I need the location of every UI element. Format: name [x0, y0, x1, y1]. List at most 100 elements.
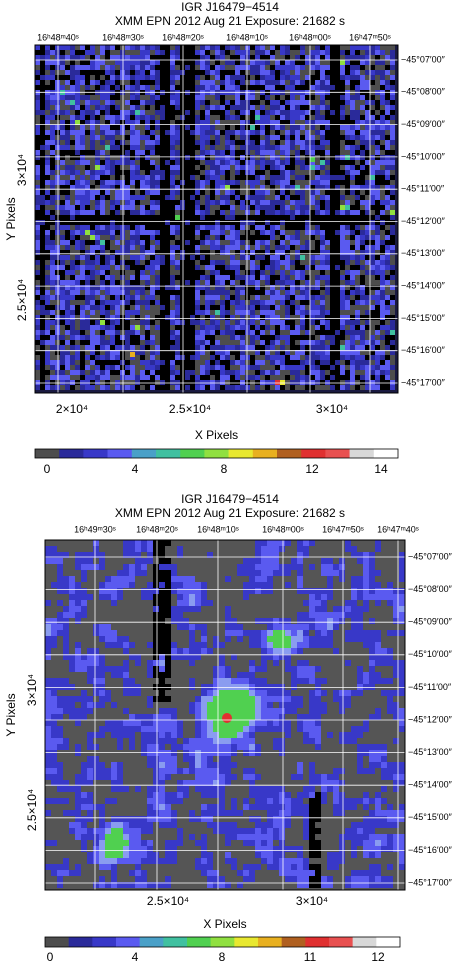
pixel: [80, 55, 85, 60]
pixel: [195, 320, 200, 325]
pixel: [350, 285, 355, 290]
pixel: [75, 65, 80, 70]
pixel: [180, 85, 185, 90]
pixel: [155, 135, 160, 140]
pixel: [375, 270, 380, 275]
pixel: [180, 45, 185, 50]
pixel: [40, 285, 45, 290]
pixel: [340, 80, 345, 85]
pixel: [75, 245, 80, 250]
pixel: [370, 265, 375, 270]
pixel: [60, 385, 65, 390]
pixel: [190, 210, 195, 215]
pixel: [140, 355, 145, 360]
pixel: [105, 210, 110, 215]
pixel: [160, 335, 165, 340]
pixel: [125, 370, 130, 375]
pixel: [340, 275, 345, 280]
pixel: [235, 375, 240, 380]
pixel: [70, 160, 75, 165]
pixel: [155, 185, 160, 190]
pixel: [370, 160, 375, 165]
pixel: [175, 60, 180, 65]
pixel: [350, 275, 355, 280]
pixel: [160, 80, 165, 85]
pixel: [205, 110, 210, 115]
pixel: [115, 365, 120, 370]
pixel: [270, 65, 275, 70]
pixel: [120, 210, 125, 215]
pixel: [180, 355, 185, 360]
pixel: [150, 75, 155, 80]
pixel: [240, 365, 245, 370]
pixel: [360, 375, 365, 380]
pixel: [125, 220, 130, 225]
pixel: [120, 130, 125, 135]
pixel: [380, 290, 385, 295]
pixel: [130, 205, 135, 210]
pixel: [100, 205, 105, 210]
pixel: [120, 285, 125, 290]
pixel: [390, 250, 395, 255]
pixel: [260, 355, 265, 360]
pixel: [350, 140, 355, 145]
pixel: [315, 60, 320, 65]
pixel: [150, 70, 155, 75]
pixel: [385, 335, 390, 340]
pixel: [260, 125, 265, 130]
pixel: [240, 215, 245, 220]
pixel: [140, 245, 145, 250]
pixel: [205, 375, 210, 380]
pixel: [385, 45, 390, 50]
pixel: [320, 335, 325, 340]
pixel: [255, 350, 260, 355]
pixel: [325, 375, 330, 380]
pixel: [60, 150, 65, 155]
pixel: [280, 120, 285, 125]
pixel: [75, 260, 80, 265]
pixel: [280, 315, 285, 320]
pixel: [355, 80, 360, 85]
pixel: [345, 270, 350, 275]
pixel: [365, 95, 370, 100]
pixel: [375, 245, 380, 250]
pixel: [250, 275, 255, 280]
pixel: [175, 315, 180, 320]
pixel: [50, 210, 55, 215]
pixel: [385, 165, 390, 170]
pixel: [235, 380, 240, 385]
pixel: [275, 320, 280, 325]
pixel: [40, 195, 45, 200]
pixel: [160, 380, 165, 385]
pixel: [100, 365, 105, 370]
pixel: [345, 350, 350, 355]
pixel: [235, 190, 240, 195]
pixel: [85, 255, 90, 260]
pixel: [310, 160, 315, 165]
pixel: [390, 170, 395, 175]
pixel: [360, 250, 365, 255]
pixel: [85, 290, 90, 295]
pixel: [125, 50, 130, 55]
pixel: [280, 240, 285, 245]
pixel: [155, 310, 160, 315]
pixel: [380, 75, 385, 80]
pixel: [250, 175, 255, 180]
pixel: [145, 75, 150, 80]
pixel: [170, 195, 175, 200]
pixel: [380, 330, 385, 335]
pixel: [40, 120, 45, 125]
pixel: [305, 185, 310, 190]
pixel: [225, 345, 230, 350]
pixel: [95, 50, 100, 55]
pixel: [110, 70, 115, 75]
pixel: [265, 135, 270, 140]
pixel: [170, 45, 175, 50]
pixel: [305, 360, 310, 365]
pixel: [340, 220, 345, 225]
pixel: [270, 80, 275, 85]
pixel: [95, 235, 100, 240]
pixel: [170, 335, 175, 340]
pixel: [195, 80, 200, 85]
pixel: [345, 355, 350, 360]
